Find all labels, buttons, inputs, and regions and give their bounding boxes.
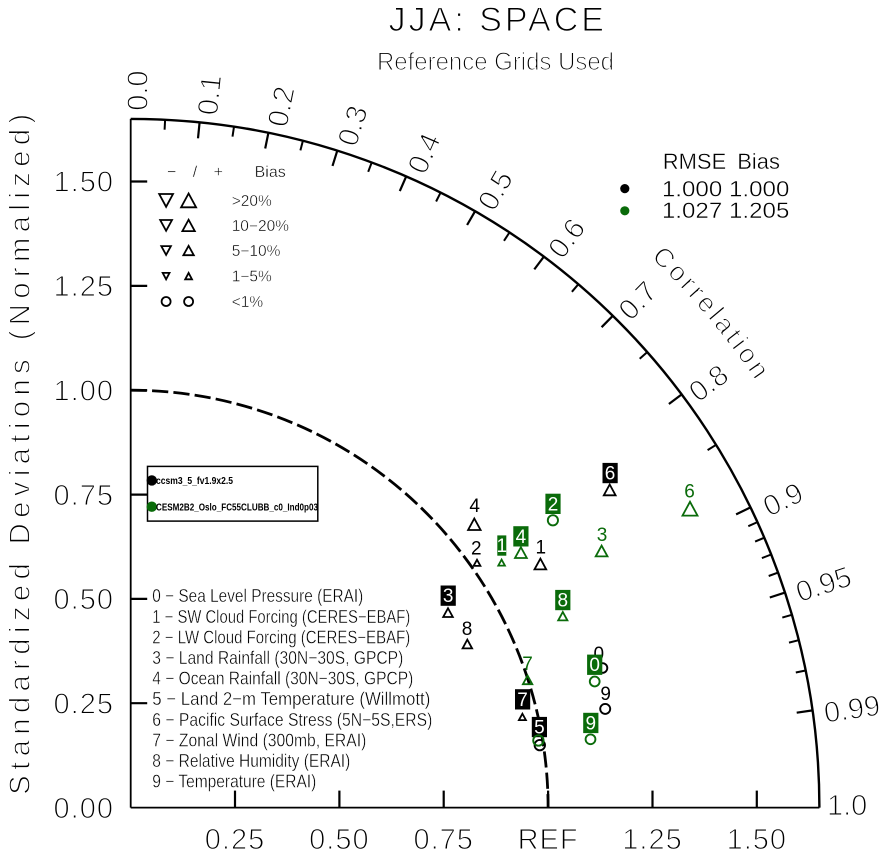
svg-text:1.0: 1.0 [827, 790, 867, 822]
svg-text:0.25: 0.25 [205, 824, 265, 854]
svg-text:1.50: 1.50 [54, 167, 114, 199]
svg-text:1: 1 [536, 538, 547, 559]
svg-text:2 − LW Cloud Forcing (CERES−EB: 2 − LW Cloud Forcing (CERES−EBAF) [152, 626, 410, 647]
svg-text:5: 5 [534, 718, 545, 739]
svg-text:6: 6 [605, 464, 616, 485]
svg-text:0.99: 0.99 [822, 690, 882, 730]
svg-text:0 − Sea Level Pressure (ERAI): 0 − Sea Level Pressure (ERAI) [152, 585, 363, 606]
svg-text:2: 2 [548, 494, 559, 515]
svg-text:Bias: Bias [255, 164, 286, 181]
svg-text:3 − Land Rainfall (30N−30S, GP: 3 − Land Rainfall (30N−30S, GPCP) [152, 647, 403, 668]
svg-text:0: 0 [594, 644, 605, 665]
svg-text:8: 8 [558, 591, 569, 612]
svg-text:7: 7 [517, 690, 528, 711]
svg-text:Standardized Deviations (Norma: Standardized Deviations (Normalized) [5, 108, 37, 794]
svg-text:0.0: 0.0 [123, 70, 155, 110]
svg-text:0: 0 [589, 655, 600, 676]
svg-text:6 − Pacific Surface Stress (5N: 6 − Pacific Surface Stress (5N−5S,ERS) [152, 709, 432, 730]
svg-text:JJA: SPACE: JJA: SPACE [389, 1, 607, 39]
svg-text:1: 1 [497, 536, 508, 557]
svg-text:8 − Relative Humidity (ERAI): 8 − Relative Humidity (ERAI) [152, 750, 350, 771]
svg-text:1.25: 1.25 [622, 824, 682, 854]
svg-text:6: 6 [684, 482, 695, 503]
svg-text:5 − Land 2−m Temperature (Will: 5 − Land 2−m Temperature (Willmott) [152, 688, 430, 709]
svg-text:2: 2 [471, 539, 482, 560]
svg-text:7 − Zonal Wind (300mb, ERAI): 7 − Zonal Wind (300mb, ERAI) [152, 729, 366, 750]
svg-text:<1%: <1% [232, 294, 264, 311]
svg-text:1.027 1.205: 1.027 1.205 [662, 198, 790, 223]
svg-text:0.75: 0.75 [54, 480, 114, 512]
svg-text:0.50: 0.50 [309, 824, 369, 854]
svg-text:4: 4 [516, 527, 527, 548]
svg-text:3: 3 [597, 525, 608, 546]
svg-text:1.000 1.000: 1.000 1.000 [662, 177, 790, 202]
svg-text:Reference Grids Used: Reference Grids Used [377, 48, 614, 76]
svg-text:>20%: >20% [232, 193, 272, 210]
svg-text:RMSE: RMSE [663, 149, 727, 174]
svg-text:0.25: 0.25 [54, 689, 114, 721]
svg-text:1 − SW Cloud Forcing (CERES−EB: 1 − SW Cloud Forcing (CERES−EBAF) [152, 606, 410, 627]
svg-text:10−20%: 10−20% [232, 218, 290, 235]
svg-text:0.00: 0.00 [54, 793, 114, 825]
svg-text:0.1: 0.1 [192, 73, 228, 116]
svg-text:9: 9 [586, 713, 597, 734]
svg-text:0.50: 0.50 [54, 584, 114, 616]
svg-text:Bias: Bias [737, 149, 780, 174]
svg-text:CESM2B2_Oslo_FC55CLUBB_c0_Ind0: CESM2B2_Oslo_FC55CLUBB_c0_Ind0p03 [156, 502, 318, 514]
svg-text:7: 7 [522, 654, 533, 675]
svg-text:9: 9 [600, 684, 611, 705]
svg-text:1.50: 1.50 [727, 824, 787, 854]
svg-text:1.25: 1.25 [54, 271, 114, 303]
svg-text:9 − Temperature (ERAI): 9 − Temperature (ERAI) [152, 771, 316, 792]
svg-text:8: 8 [462, 619, 473, 640]
svg-text:− / +: − / + [167, 164, 223, 181]
svg-text:3: 3 [443, 586, 454, 607]
svg-text:5−10%: 5−10% [232, 243, 281, 260]
svg-text:0.75: 0.75 [413, 824, 473, 854]
svg-text:1−5%: 1−5% [232, 269, 272, 286]
svg-text:1.00: 1.00 [54, 375, 114, 407]
svg-text:ccsm3_5_fv1.9x2.5: ccsm3_5_fv1.9x2.5 [156, 475, 233, 487]
svg-text:REF: REF [518, 824, 579, 854]
svg-text:4 − Ocean Rainfall (30N−30S, G: 4 − Ocean Rainfall (30N−30S, GPCP) [152, 668, 413, 689]
svg-text:4: 4 [469, 496, 480, 517]
